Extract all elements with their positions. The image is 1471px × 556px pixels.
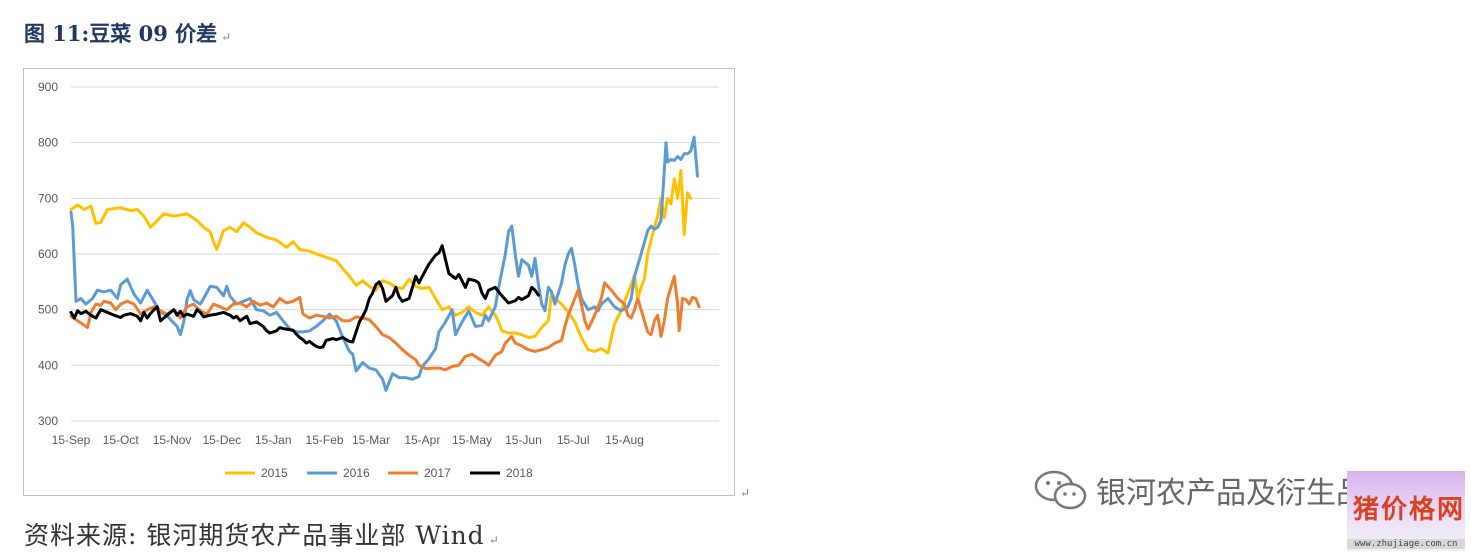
wechat-icon: [1034, 470, 1087, 510]
site-logo-url: www.zhujiage.com.cn: [1347, 539, 1465, 549]
y-tick-label: 700: [38, 191, 58, 205]
series-line-2018: [69, 244, 540, 349]
legend-label-2016: 2016: [343, 466, 370, 480]
y-tick-label: 600: [38, 247, 58, 261]
wechat-watermark: 银河农产品及衍生品: [1032, 468, 1366, 512]
paragraph-mark: ↵: [221, 30, 232, 44]
source-note: 资料来源: 银河期货农产品事业部 Wind ↵: [24, 521, 500, 550]
series-line-2017: [69, 274, 701, 372]
legend-label-2017: 2017: [424, 466, 451, 480]
x-tick-label: 15-Jan: [255, 433, 292, 447]
y-tick-label: 300: [38, 414, 58, 428]
x-tick-label: 15-Dec: [202, 433, 241, 447]
x-tick-label: 15-Mar: [352, 433, 390, 447]
x-tick-label: 15-Oct: [103, 433, 140, 447]
site-logo-text: 猪价格网: [1353, 495, 1466, 525]
x-tick-label: 15-Feb: [306, 433, 344, 447]
chart-frame: 300 400 500 600 700 800 900 15-Sep 15-Oct 15-Nov 1…: [23, 68, 735, 496]
y-tick-label: 800: [38, 136, 58, 150]
y-tick-label: 400: [38, 358, 58, 372]
paragraph-mark: ↵: [740, 486, 751, 500]
y-tick-label: 500: [38, 303, 58, 317]
y-tick-label: 900: [38, 80, 58, 94]
x-tick-label: 15-Apr: [404, 433, 440, 447]
series-line-2015: [69, 169, 693, 355]
legend-label-2018: 2018: [506, 466, 533, 480]
series-line-2016: [69, 135, 699, 392]
x-tick-label: 15-Jun: [505, 433, 542, 447]
figure-title: 图 11:豆菜 09 价差 ↵: [24, 21, 232, 46]
wechat-account-name: 银河农产品及衍生品: [1096, 476, 1366, 511]
x-tick-label: 15-Nov: [153, 433, 192, 447]
line-chart: 300 400 500 600 700 800 900 15-Sep 15-Oct 15-Nov 1…: [38, 80, 719, 480]
x-tick-label: 15-Sep: [52, 433, 91, 447]
x-tick-label: 15-May: [452, 433, 492, 447]
legend-label-2015: 2015: [261, 466, 288, 480]
paragraph-mark: ↵: [488, 533, 500, 547]
site-logo-watermark: 猪价格网 www.zhujiage.com.cn: [1347, 471, 1465, 551]
x-tick-label: 15-Jul: [557, 433, 590, 447]
x-tick-label: 15-Aug: [605, 433, 644, 447]
